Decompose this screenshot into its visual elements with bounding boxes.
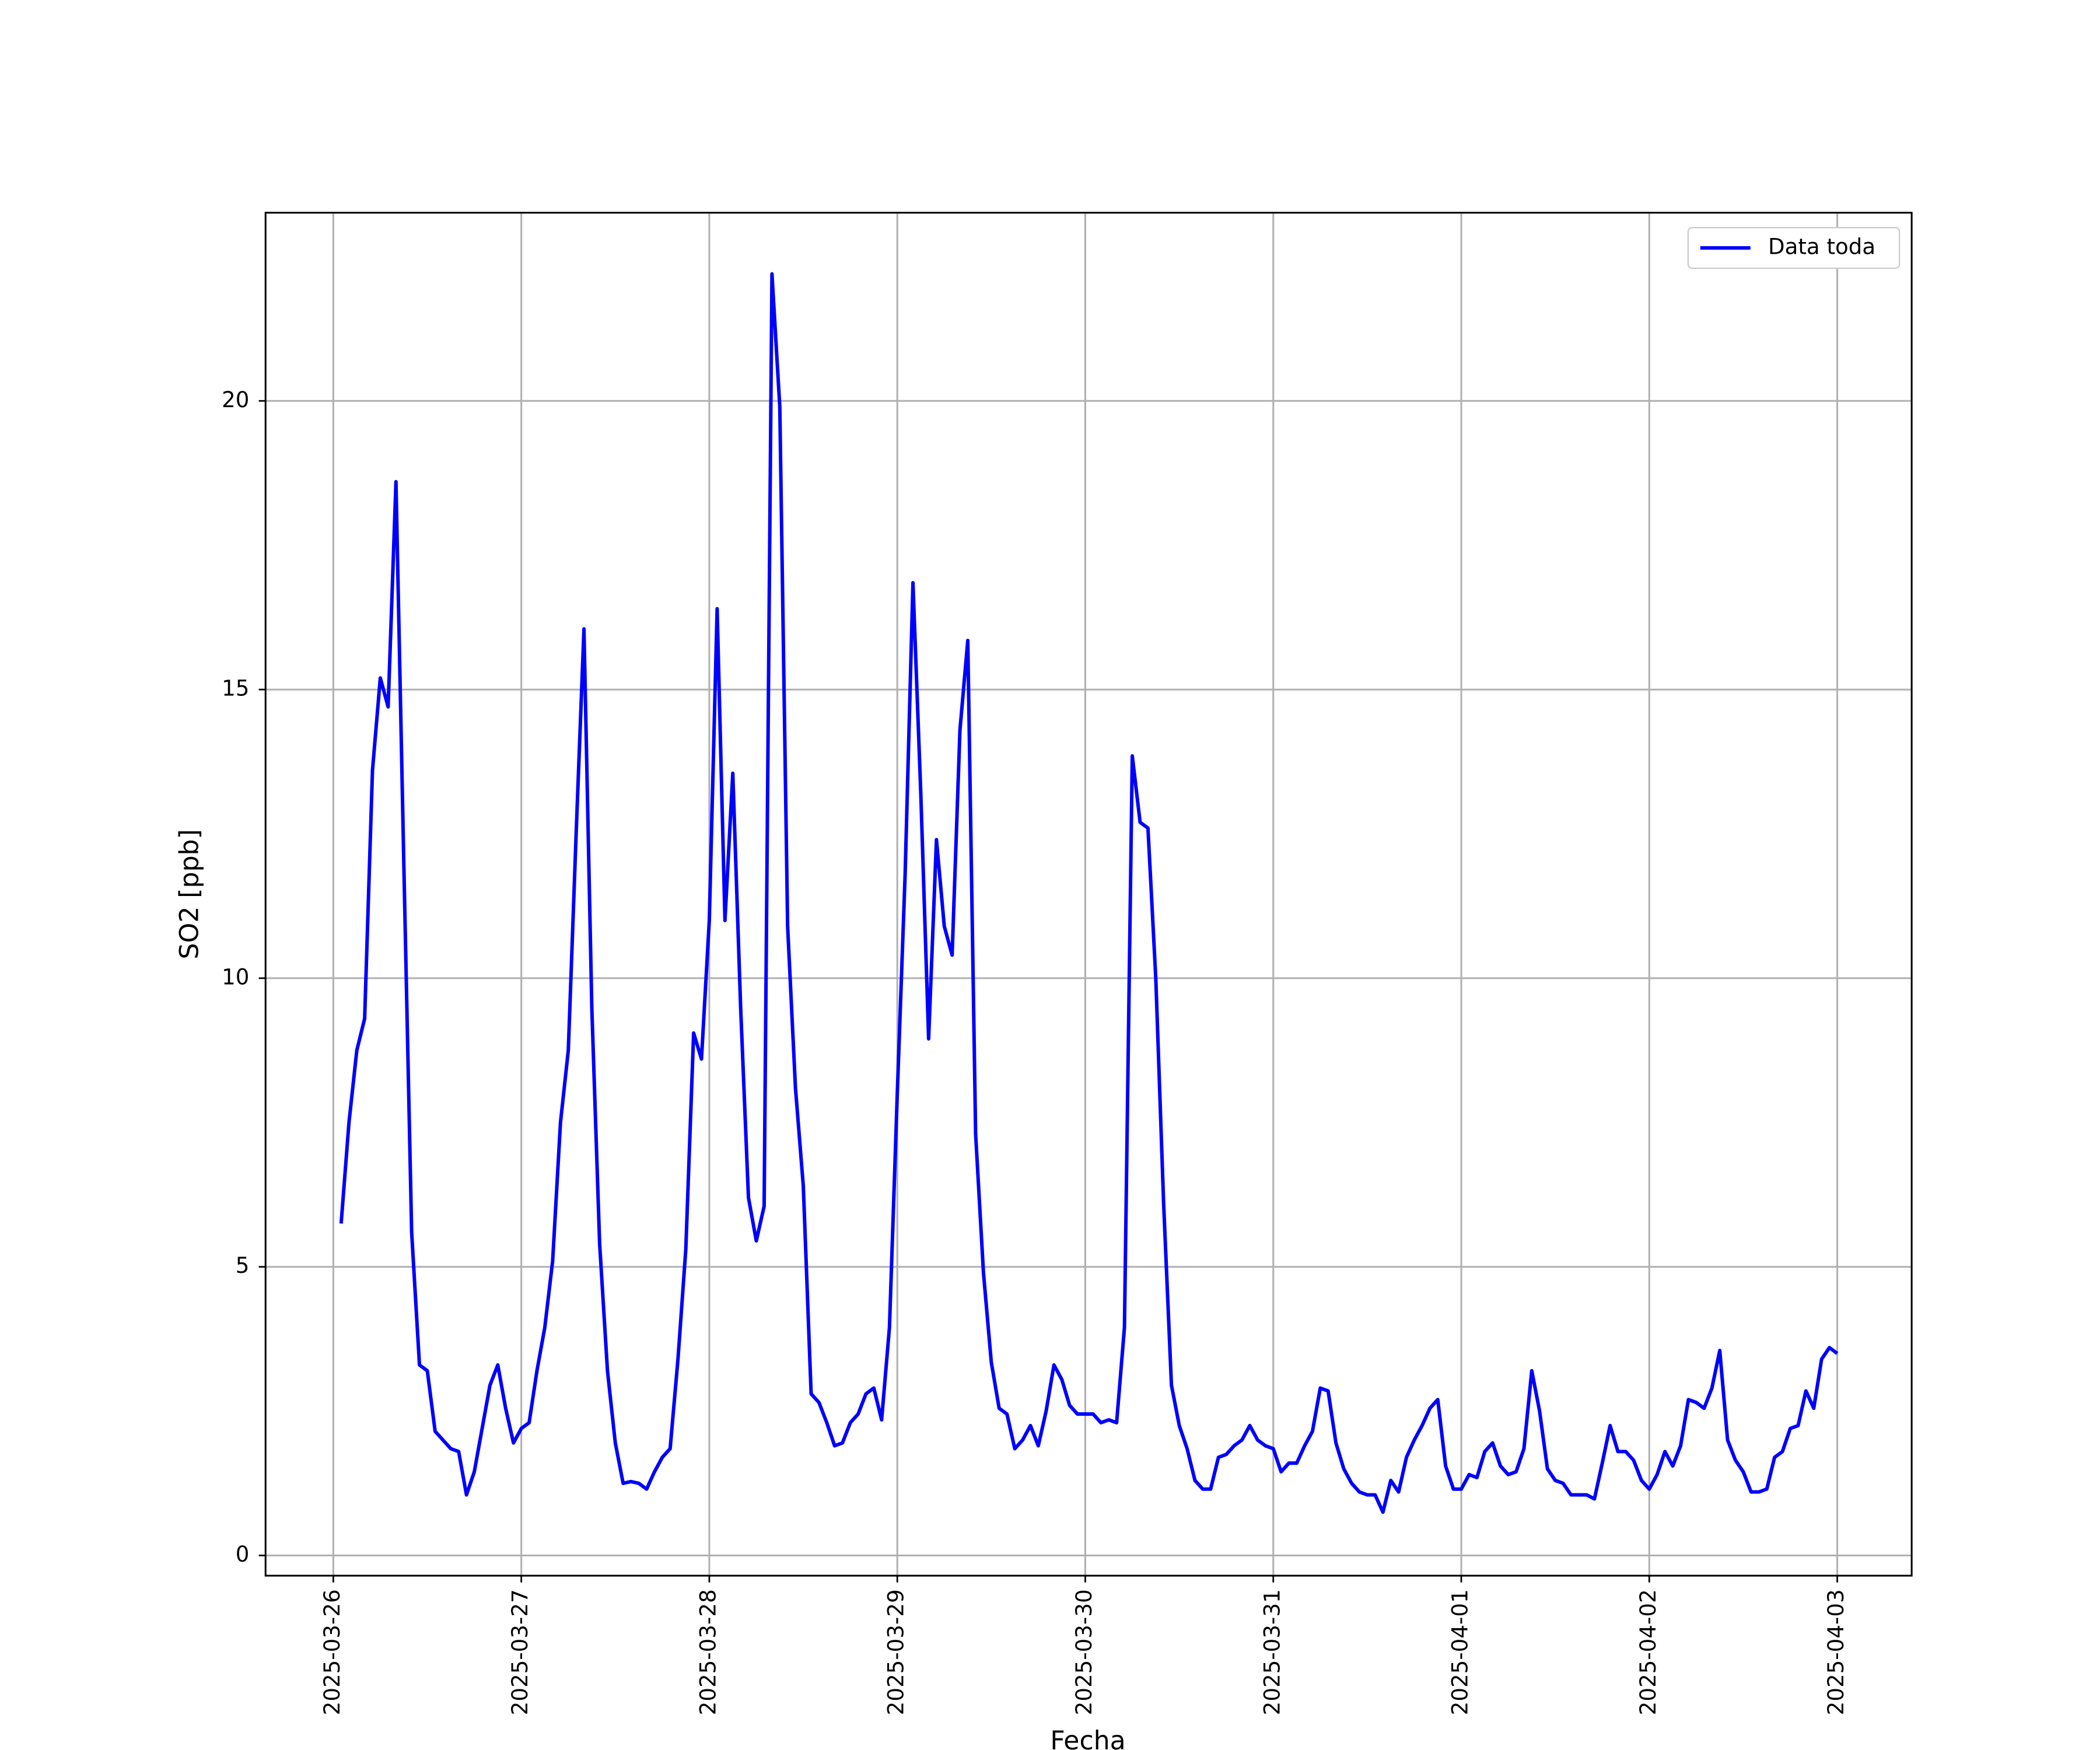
y-axis-label: SO2 [ppb] (174, 829, 204, 959)
x-tick-label: 2025-04-03 (1824, 1589, 1849, 1715)
x-tick-label: 2025-03-26 (320, 1589, 345, 1715)
legend-box (1687, 227, 1901, 270)
x-axis-label: Fecha (1050, 1726, 1125, 1750)
legend-label: Data toda (1768, 235, 1875, 260)
x-tick-label: 2025-03-27 (508, 1589, 533, 1715)
x-tick-label: 2025-03-31 (1259, 1589, 1284, 1715)
y-tick-label: 20 (222, 387, 249, 412)
y-tick-label: 10 (222, 964, 249, 989)
x-tick-label: 2025-03-29 (884, 1589, 909, 1715)
x-tick-label: 2025-04-02 (1636, 1589, 1661, 1715)
data-line (339, 272, 1839, 1514)
y-tick-label: 15 (222, 676, 249, 701)
y-tick-label: 5 (236, 1253, 250, 1278)
plot-frame (264, 212, 1913, 1577)
x-tick-label: 2025-04-01 (1448, 1589, 1473, 1715)
y-tick-label: 0 (236, 1542, 250, 1567)
x-tick-label: 2025-03-28 (695, 1589, 720, 1715)
x-tick-label: 2025-03-30 (1072, 1589, 1097, 1715)
